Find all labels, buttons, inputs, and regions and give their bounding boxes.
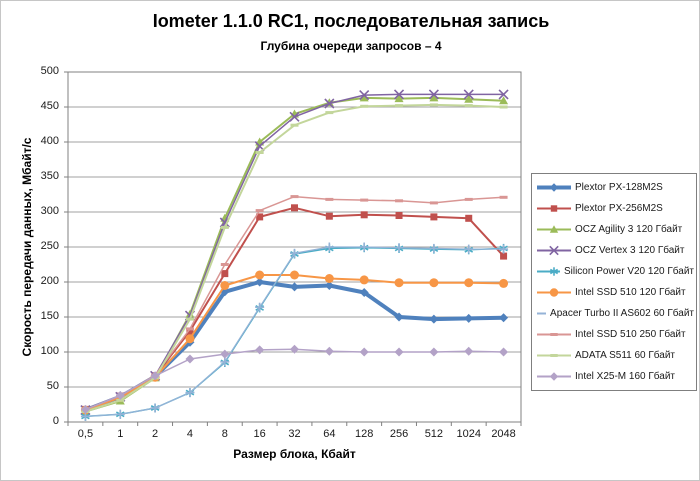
legend-item: Apacer Turbo II AS602 60 Гбайт — [537, 304, 694, 324]
series-intel-x25-m-160 — [80, 344, 509, 414]
legend-label: Silicon Power V20 120 Гбайт — [563, 266, 694, 277]
x-axis-tick-label: 4 — [186, 428, 194, 440]
y-axis-tick-label: 0 — [52, 415, 59, 427]
legend-label: OCZ Agility 3 120 Гбайт — [575, 224, 683, 235]
x-axis-tick-label: 2 — [152, 428, 159, 440]
x-axis-tick-label: 256 — [389, 428, 409, 440]
legend-item: Silicon Power V20 120 Гбайт — [537, 262, 694, 282]
legend-label: Intel SSD 510 250 Гбайт — [575, 329, 686, 340]
y-axis-tick-label: 450 — [40, 100, 59, 112]
legend-label: OCZ Vertex 3 120 Гбайт — [575, 245, 685, 256]
y-axis-tick-label: 200 — [40, 275, 59, 287]
legend-item: Plextor PX-128M2S — [537, 178, 694, 198]
legend-item: Plextor PX-256M2S — [537, 199, 694, 219]
legend-label: Apacer Turbo II AS602 60 Гбайт — [550, 308, 694, 319]
chart-subtitle: Глубина очереди запросов – 4 — [260, 39, 442, 53]
legend-swatch-asterisk-icon — [537, 267, 560, 276]
legend-swatch-dash-icon — [537, 333, 571, 336]
legend-item: Intel SSD 510 120 Гбайт — [537, 283, 694, 303]
chart-title: Iometer 1.1.0 RC1, последовательная запи… — [152, 11, 550, 31]
legend-item: OCZ Agility 3 120 Гбайт — [537, 220, 694, 240]
legend-label: Plextor PX-256M2S — [575, 203, 663, 214]
x-axis-tick-label: 64 — [323, 428, 336, 440]
legend-swatch-x-icon — [537, 245, 571, 256]
y-axis-tick-label: 500 — [40, 65, 59, 77]
y-axis-tick-label: 300 — [40, 205, 59, 217]
x-axis-tick-label: 512 — [424, 428, 444, 440]
series-intel-ssd-510-250 — [81, 195, 508, 411]
legend-item: Intel SSD 510 250 Гбайт — [537, 325, 694, 345]
legend-swatch-plus-icon — [537, 312, 547, 315]
chart-legend: Plextor PX-128M2S Plextor PX-256M2S OCZ Ag… — [531, 173, 697, 391]
series-silicon-power-v20-120 — [81, 243, 508, 421]
y-axis-tick-label: 100 — [40, 345, 59, 357]
x-axis-tick-label: 0,5 — [77, 428, 94, 440]
x-axis-tick-label: 32 — [288, 428, 301, 440]
legend-item: Intel X25-M 160 Гбайт — [537, 367, 694, 387]
y-axis-tick-label: 400 — [40, 135, 59, 147]
series-intel-ssd-510-120 — [80, 270, 509, 415]
legend-swatch-diamond-icon — [537, 372, 571, 381]
x-axis-tick-label: 128 — [355, 428, 374, 440]
legend-swatch-triangle-icon — [537, 225, 571, 233]
legend-swatch-dash-icon — [537, 354, 571, 357]
legend-label: Plextor PX-128M2S — [575, 182, 663, 193]
x-axis-tick-label: 1024 — [456, 428, 481, 440]
legend-label: Intel SSD 510 120 Гбайт — [575, 287, 686, 298]
legend-item: ADATA S511 60 Гбайт — [537, 346, 694, 366]
legend-swatch-circle-icon — [537, 288, 571, 297]
legend-label: Intel X25-M 160 Гбайт — [575, 371, 676, 382]
x-axis-tick-label: 2048 — [491, 428, 516, 440]
y-axis-tick-label: 150 — [40, 310, 59, 322]
x-axis-title: Размер блока, Кбайт — [233, 447, 356, 461]
legend-item: OCZ Vertex 3 120 Гбайт — [537, 241, 694, 261]
legend-swatch-square-icon — [537, 205, 571, 212]
x-axis-tick-label: 8 — [221, 428, 228, 440]
legend-swatch-diamond-icon — [537, 183, 571, 192]
series-apacer-turbo-ii-as602-60 — [80, 242, 509, 421]
y-axis-tick-label: 250 — [40, 240, 59, 252]
x-axis-tick-label: 16 — [253, 428, 266, 440]
legend-label: ADATA S511 60 Гбайт — [575, 350, 676, 361]
y-axis-tick-label: 50 — [46, 380, 59, 392]
x-axis-tick-label: 1 — [117, 428, 124, 440]
y-axis-tick-label: 350 — [40, 170, 59, 182]
